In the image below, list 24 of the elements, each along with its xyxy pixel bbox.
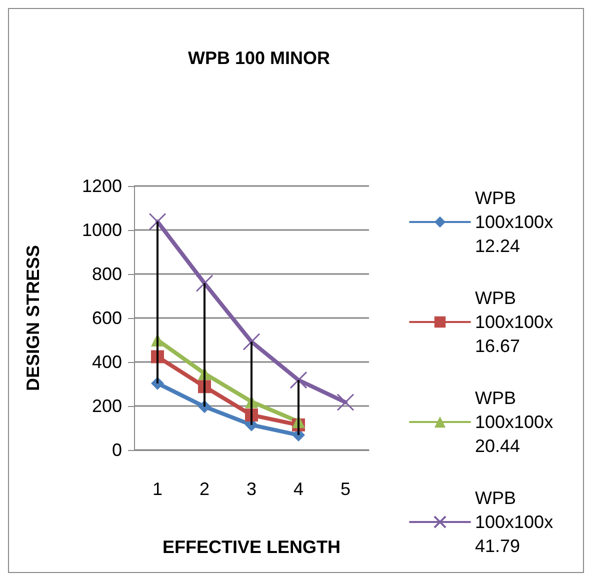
point bbox=[290, 371, 308, 389]
point bbox=[196, 274, 214, 292]
x-tick-label: 4 bbox=[293, 479, 304, 499]
x-axis-title: EFFECTIVE LENGTH bbox=[162, 537, 341, 557]
point bbox=[148, 212, 166, 230]
chart-title: WPB 100 MINOR bbox=[188, 48, 330, 68]
y-tick-label: 0 bbox=[112, 440, 122, 460]
x-tick-label: 2 bbox=[199, 479, 210, 499]
x-tick-label: 1 bbox=[152, 479, 163, 499]
y-tick-label: 800 bbox=[92, 264, 122, 284]
y-tick-label: 200 bbox=[92, 396, 122, 416]
point bbox=[336, 394, 354, 412]
x-tick-label: 5 bbox=[340, 479, 351, 499]
legend-label: WPB 100x100x 16.67 bbox=[475, 288, 558, 356]
y-tick-label: 400 bbox=[92, 352, 122, 372]
legend-label: WPB 100x100x 12.24 bbox=[475, 188, 558, 256]
point bbox=[242, 333, 260, 351]
y-tick-label: 600 bbox=[92, 308, 122, 328]
y-axis-title: DESIGN STRESS bbox=[23, 244, 43, 392]
y-tick-label: 1200 bbox=[82, 176, 122, 196]
x-tick-label: 3 bbox=[246, 479, 257, 499]
legend-label: WPB 100x100x 20.44 bbox=[475, 388, 558, 456]
legend-label: WPB 100x100x 41.79 bbox=[475, 488, 558, 556]
y-tick-label: 1000 bbox=[82, 220, 122, 240]
